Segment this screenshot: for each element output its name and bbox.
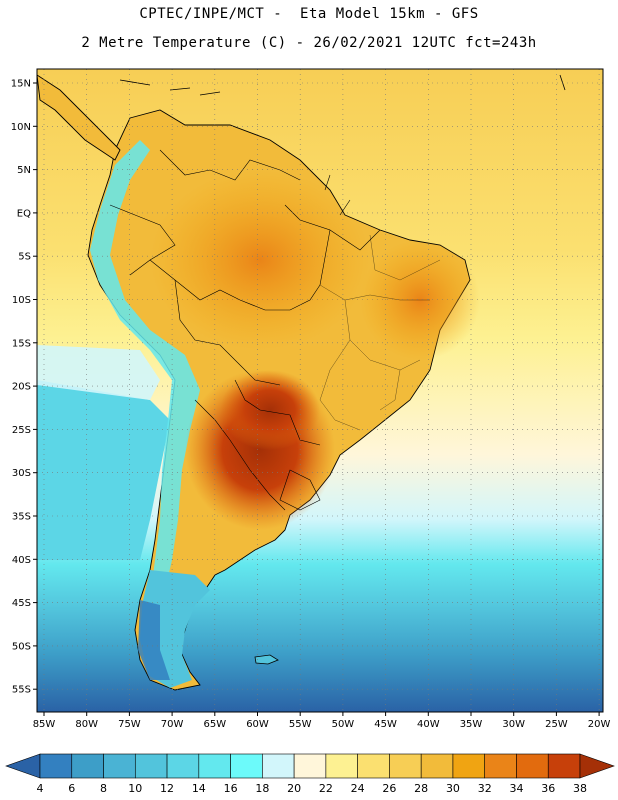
- latitude-label: 30S: [12, 468, 31, 479]
- map-frame: [36, 68, 604, 713]
- latitude-label: 50S: [12, 641, 31, 652]
- central-america-land: [37, 74, 121, 161]
- legend-box: [452, 753, 486, 779]
- legend-value: 22: [319, 782, 333, 795]
- legend-arrow-right: [579, 753, 615, 779]
- longitude-label: 45W: [374, 719, 397, 730]
- latitude-label: 10S: [12, 295, 31, 306]
- legend-boxes: [5, 753, 615, 779]
- country-borders: [109, 149, 381, 511]
- legend-box: [134, 753, 168, 779]
- longitude-label: 50W: [332, 719, 355, 730]
- legend-value: 36: [541, 782, 555, 795]
- legend-box: [325, 753, 358, 779]
- legend-value: 24: [351, 782, 365, 795]
- legend-box: [357, 753, 390, 779]
- longitude-label: 80W: [75, 719, 98, 730]
- legend-value: 12: [160, 782, 174, 795]
- legend-value: 38: [573, 782, 587, 795]
- legend-value: 16: [224, 782, 238, 795]
- longitude-label: 75W: [118, 719, 141, 730]
- legend-value: 18: [255, 782, 269, 795]
- state-borders: [319, 234, 441, 431]
- latitude-label: 55S: [12, 685, 31, 696]
- legend-value: 26: [382, 782, 396, 795]
- warm-zone-amazon: [150, 170, 370, 350]
- latitude-label: 5S: [18, 252, 31, 263]
- latitude-label: 45S: [12, 598, 31, 609]
- caribbean-islands: [119, 74, 566, 96]
- legend-value: 8: [100, 782, 107, 795]
- legend-box: [71, 753, 104, 779]
- longitude-label: 20W: [588, 719, 611, 730]
- legend-box: [230, 753, 263, 779]
- legend-box: [484, 753, 517, 779]
- legend-value: 14: [192, 782, 206, 795]
- color-legend: 4 6 8 10 12 14 16 18 20 22 24 26 28 30 32 34 36 38: [5, 753, 615, 795]
- legend-value: 34: [509, 782, 523, 795]
- legend-value: 20: [287, 782, 301, 795]
- legend-value: 10: [128, 782, 142, 795]
- longitude-label: 25W: [545, 719, 568, 730]
- map-title-line2: 2 Metre Temperature (C) - 26/02/2021 12U…: [81, 35, 537, 51]
- temperature-map: 15N 10N 5N EQ 5S 10S 15S 20S 25S 30S 35S 40S 45S 50S 5…: [11, 68, 611, 730]
- latitude-label: 25S: [12, 425, 31, 436]
- legend-value: 28: [414, 782, 428, 795]
- longitude-label: 60W: [246, 719, 269, 730]
- longitude-label: 65W: [203, 719, 226, 730]
- legend-box: [262, 753, 295, 779]
- longitude-label: 85W: [33, 719, 56, 730]
- legend-box: [198, 753, 231, 779]
- latitude-label: 40S: [12, 555, 31, 566]
- legend-value: 4: [37, 782, 44, 795]
- patagonia-cold: [138, 600, 170, 680]
- legend-box: [166, 753, 200, 779]
- latitude-label: 15S: [12, 338, 31, 349]
- legend-value: 30: [446, 782, 460, 795]
- legend-box: [389, 753, 422, 779]
- graticule: [37, 69, 603, 712]
- legend-box: [420, 753, 454, 779]
- latitude-label: 35S: [12, 512, 31, 523]
- legend-arrow-left: [5, 753, 41, 779]
- legend-box: [516, 753, 549, 779]
- longitude-label: 40W: [417, 719, 440, 730]
- longitude-label: 70W: [161, 719, 184, 730]
- hot-zone-paraguay: [220, 370, 320, 450]
- latitude-label: 15N: [11, 79, 31, 90]
- longitude-label: 35W: [460, 719, 483, 730]
- latitude-label: 10N: [11, 122, 31, 133]
- latitude-label: EQ: [17, 208, 31, 219]
- latitude-label: 5N: [17, 165, 31, 176]
- legend-labels: 4 6 8 10 12 14 16 18 20 22 24 26 28 30 32 34 36 38: [37, 782, 588, 795]
- map-title-line1: CPTEC/INPE/MCT - Eta Model 15km - GFS: [139, 6, 479, 22]
- legend-box: [293, 753, 327, 779]
- legend-box: [39, 753, 73, 779]
- legend-value: 6: [68, 782, 75, 795]
- pacific-cold-water: [37, 380, 170, 560]
- latitude-label: 20S: [12, 382, 31, 393]
- longitude-labels: 85W 80W 75W 70W 65W 60W 55W 50W 45W 40W 35W 30W 25W 2…: [33, 712, 611, 730]
- map-field: [37, 69, 603, 712]
- legend-box: [103, 753, 136, 779]
- andes-cold-strip: [90, 140, 200, 600]
- falkland-islands: [254, 654, 279, 665]
- legend-value: 32: [478, 782, 492, 795]
- legend-box: [547, 753, 581, 779]
- longitude-label: 30W: [502, 719, 525, 730]
- longitude-label: 55W: [289, 719, 312, 730]
- latitude-labels: 15N 10N 5N EQ 5S 10S 15S 20S 25S 30S 35S 40S 45S 50S 5…: [11, 79, 37, 696]
